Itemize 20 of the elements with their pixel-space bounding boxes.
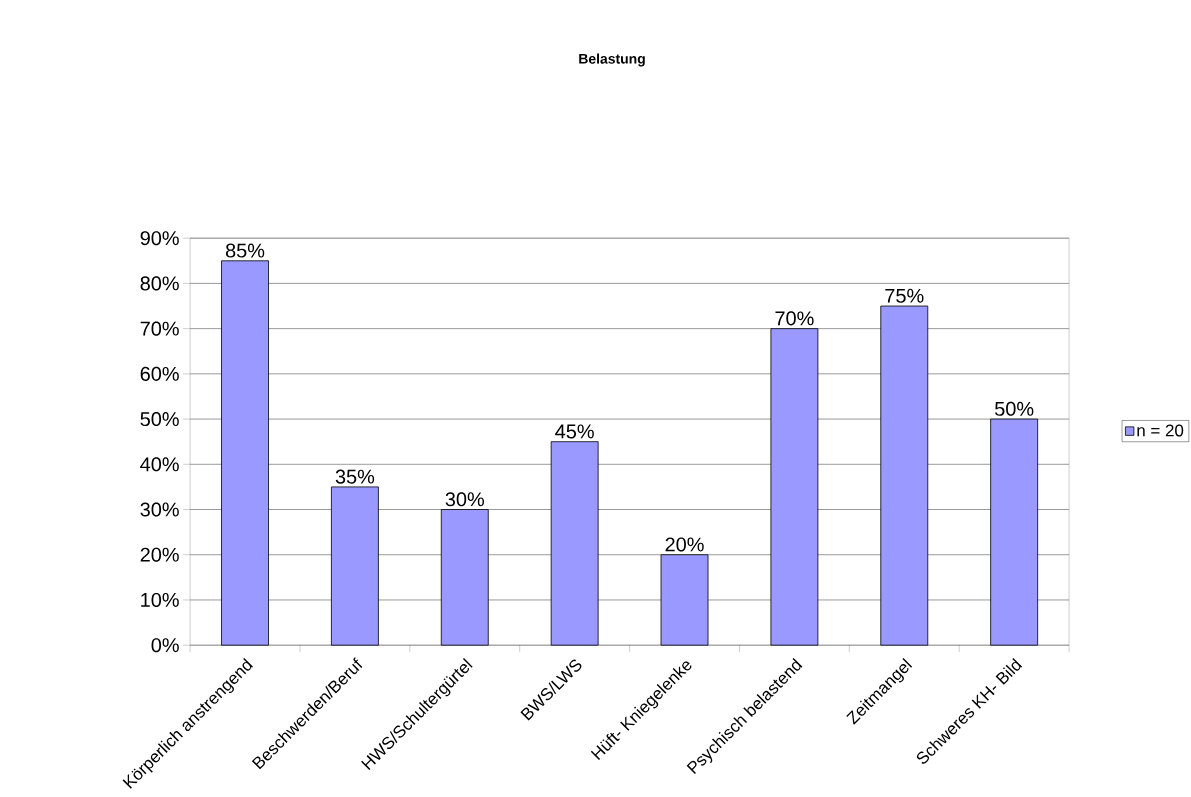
data-label: 70% — [775, 311, 814, 326]
y-tick-label: 20% — [140, 547, 179, 562]
data-label: 50% — [995, 401, 1034, 416]
data-label: 20% — [665, 537, 704, 552]
data-label: 85% — [225, 243, 265, 258]
y-tick-label: 90% — [140, 231, 179, 246]
legend-label: n = 20 — [1137, 424, 1184, 437]
y-tick-label: 70% — [140, 321, 179, 336]
chart-title: Belastung — [579, 53, 645, 67]
data-label: 75% — [885, 288, 924, 303]
y-tick-label: 60% — [140, 366, 179, 381]
data-label: 45% — [555, 424, 594, 439]
y-tick-label: 80% — [140, 276, 179, 291]
y-tick-label: 10% — [141, 592, 179, 608]
y-tick-label: 50% — [140, 412, 179, 427]
y-tick-label: 0% — [151, 638, 179, 653]
data-label: 35% — [335, 469, 375, 484]
y-tick-label: 30% — [140, 502, 179, 517]
data-label: 30% — [445, 492, 484, 507]
y-tick-label: 40% — [140, 457, 179, 472]
